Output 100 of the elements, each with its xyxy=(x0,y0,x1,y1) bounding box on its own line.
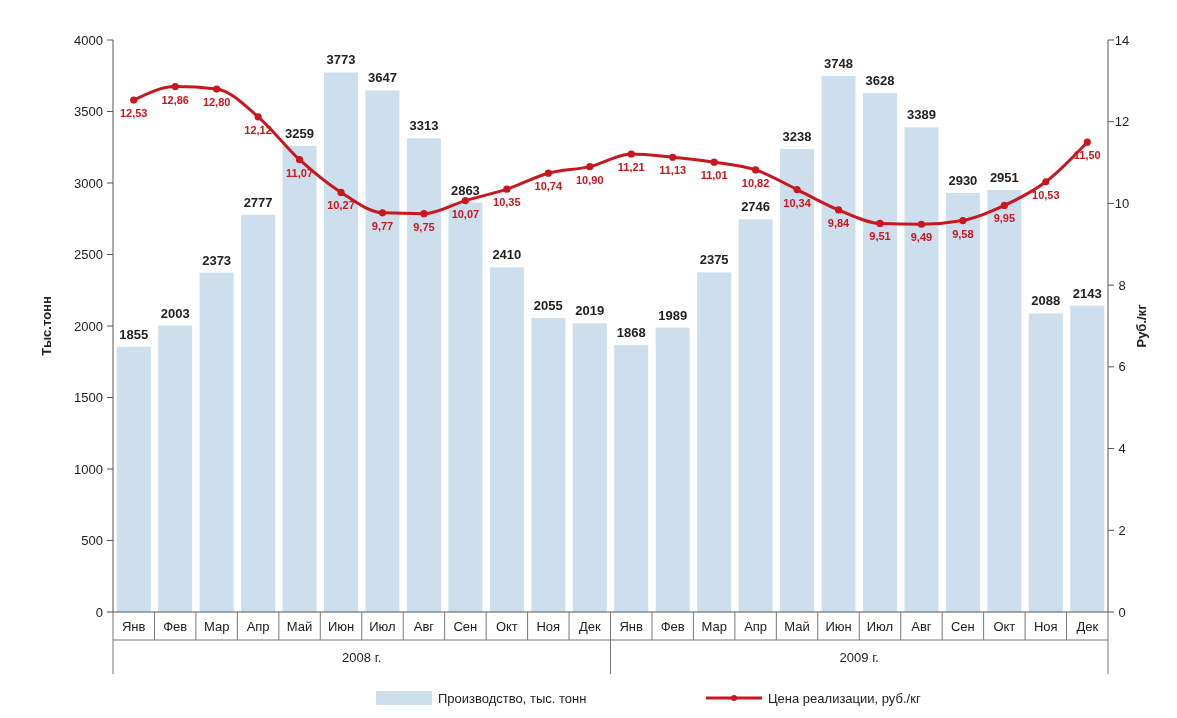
point xyxy=(917,220,926,228)
bar xyxy=(572,323,607,612)
y-tick-label: 500 xyxy=(81,533,103,549)
bar xyxy=(697,272,732,612)
bar xyxy=(1070,305,1105,612)
bar xyxy=(655,327,690,612)
data-label: 3773 xyxy=(326,52,356,68)
data-label: 2088 xyxy=(1031,293,1061,309)
data-label: 2777 xyxy=(243,194,273,210)
point xyxy=(213,85,221,93)
x-tick-label: Дек xyxy=(1076,619,1099,634)
data-label: 1868 xyxy=(616,324,646,340)
data-label: 3748 xyxy=(824,56,853,72)
y-tick-label: 4000 xyxy=(74,32,103,48)
data-label: 10,07 xyxy=(451,207,480,220)
y-tick-label: 1500 xyxy=(74,390,103,406)
legend-label: Цена реализации, руб./кг xyxy=(768,690,921,706)
bar xyxy=(780,148,815,612)
y-tick-label: 3500 xyxy=(74,104,103,120)
y-tick-label: 2000 xyxy=(74,318,103,334)
data-label: 12,53 xyxy=(119,107,148,120)
point xyxy=(586,163,594,171)
data-label: 2143 xyxy=(1072,285,1102,301)
data-label: 11,13 xyxy=(659,164,687,177)
bar xyxy=(324,72,359,612)
data-label: 9,49 xyxy=(910,231,933,244)
text: 2008 г. xyxy=(342,650,382,665)
point xyxy=(254,113,262,121)
x-tick-label: Июн xyxy=(327,619,355,634)
text: 2009 г. xyxy=(839,650,879,665)
x-tick-label: Ноя xyxy=(536,619,561,634)
data-label: 2930 xyxy=(948,173,978,189)
data-label: 9,95 xyxy=(993,212,1016,225)
y2-tick-label: 8 xyxy=(1118,277,1126,293)
y2-tick-label: 14 xyxy=(1114,32,1130,48)
data-label: 2375 xyxy=(699,252,729,268)
data-label: 2019 xyxy=(575,303,605,319)
bar xyxy=(987,190,1022,612)
point xyxy=(834,206,843,214)
point xyxy=(752,166,760,174)
data-label: 9,58 xyxy=(952,227,974,240)
bar xyxy=(904,127,939,612)
y2-axis-title: Руб./кг xyxy=(1134,303,1149,348)
x-tick-label: Апр xyxy=(744,619,768,634)
x-tick-label: Сен xyxy=(453,619,478,634)
point xyxy=(876,219,884,228)
data-label: 9,51 xyxy=(869,230,891,243)
x-tick-label: Сен xyxy=(950,619,975,634)
x-tick-label: Мар xyxy=(203,619,230,634)
x-tick-label: Май xyxy=(784,619,810,634)
x-tick-label: Июл xyxy=(369,619,396,634)
bar xyxy=(365,90,400,612)
legend-label: Производство, тыс. тонн xyxy=(438,690,587,706)
data-label: 9,84 xyxy=(827,216,851,229)
bar xyxy=(1028,313,1063,612)
point xyxy=(503,185,511,193)
data-label: 10,74 xyxy=(534,180,563,193)
bar xyxy=(199,272,234,612)
x-tick-label: Окт xyxy=(495,619,518,634)
data-label: 11,07 xyxy=(286,166,314,179)
point xyxy=(793,185,801,194)
point xyxy=(627,150,635,158)
bar xyxy=(489,267,524,612)
bar xyxy=(738,219,773,612)
data-label: 3389 xyxy=(906,107,936,123)
point xyxy=(378,209,387,217)
data-label: 10,90 xyxy=(576,173,604,186)
data-label: 3259 xyxy=(285,125,315,141)
y2-tick-label: 6 xyxy=(1118,359,1126,375)
point xyxy=(420,210,428,218)
x-tick-label: Фев xyxy=(660,619,685,634)
y-tick-label: 2500 xyxy=(74,247,103,263)
x-tick-label: Янв xyxy=(121,619,146,634)
data-label: 10,35 xyxy=(493,196,521,209)
x-tick-label: Дек xyxy=(578,619,601,634)
y2-tick-label: 2 xyxy=(1118,522,1126,538)
data-label: 2746 xyxy=(741,199,771,215)
data-label: 2951 xyxy=(989,170,1019,186)
x-tick-label: Авг xyxy=(911,619,932,634)
data-label: 1989 xyxy=(658,307,688,323)
bar xyxy=(406,138,441,612)
bar xyxy=(821,76,856,612)
bar xyxy=(241,214,276,612)
bar xyxy=(531,318,566,612)
y2-tick-label: 4 xyxy=(1118,441,1126,457)
bar xyxy=(158,325,193,612)
x-tick-label: Мар xyxy=(701,619,727,634)
data-label: 3238 xyxy=(782,128,812,144)
data-label: 2410 xyxy=(492,247,522,263)
data-label: 2055 xyxy=(533,298,563,314)
x-tick-label: Май xyxy=(286,619,313,634)
point xyxy=(295,156,304,164)
bar xyxy=(614,344,649,612)
point xyxy=(669,153,677,161)
y2-tick-label: 12 xyxy=(1114,114,1130,130)
point xyxy=(710,158,718,166)
bar xyxy=(282,145,317,612)
bar xyxy=(862,93,897,612)
x-tick-label: Июл xyxy=(866,619,894,634)
data-label: 2373 xyxy=(202,252,232,268)
